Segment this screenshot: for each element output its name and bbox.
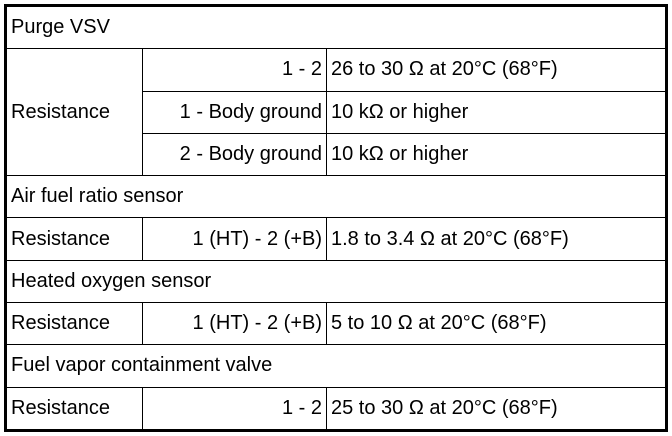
specification: 1.8 to 3.4 Ω at 20°C (68°F) (326, 217, 667, 261)
specification: 10 kΩ or higher (326, 90, 667, 134)
row-label: Resistance (5, 301, 143, 346)
specification: 5 to 10 Ω at 20°C (68°F) (326, 301, 667, 346)
table-row: 1 - Body ground 10 kΩ or higher (6, 90, 667, 134)
section-title: Heated oxygen sensor (5, 259, 667, 304)
table-row: Purge VSV (5, 4, 667, 50)
table-row: Resistance 1 - 2 25 to 30 Ω at 20°C (68°F) (5, 386, 667, 432)
section-title: Fuel vapor containment valve (5, 344, 667, 388)
table-row: Resistance 1 (HT) - 2 (+B) 1.8 to 3.4 Ω at… (5, 217, 667, 261)
table-row: Heated oxygen sensor (5, 259, 667, 304)
terminals: 1 (HT) - 2 (+B) (142, 301, 327, 346)
terminals: 1 - 2 (142, 386, 327, 432)
table-row: 2 - Body ground 10 kΩ or higher (6, 132, 667, 177)
section-title: Air fuel ratio sensor (5, 175, 667, 219)
spec-table: Purge VSV Resistance 1 - 2 26 to 30 Ω at 20… (4, 4, 668, 432)
section-title: Purge VSV (5, 4, 667, 50)
terminals: 1 - 2 (142, 48, 327, 92)
row-label: Resistance (5, 386, 143, 432)
terminals: 1 (HT) - 2 (+B) (142, 217, 327, 261)
row-label: Resistance (5, 48, 143, 177)
specification: 10 kΩ or higher (326, 132, 667, 177)
specification: 26 to 30 Ω at 20°C (68°F) (326, 48, 667, 92)
terminals: 2 - Body ground (142, 132, 327, 177)
table-row: Fuel vapor containment valve (5, 344, 667, 388)
table-row: Air fuel ratio sensor (5, 175, 667, 219)
terminals: 1 - Body ground (142, 90, 327, 134)
specification: 25 to 30 Ω at 20°C (68°F) (326, 386, 667, 432)
table-row: Resistance 1 (HT) - 2 (+B) 5 to 10 Ω at 20… (5, 301, 667, 346)
table-row: Resistance 1 - 2 26 to 30 Ω at 20°C (68°F) (5, 48, 667, 177)
row-label: Resistance (5, 217, 143, 261)
